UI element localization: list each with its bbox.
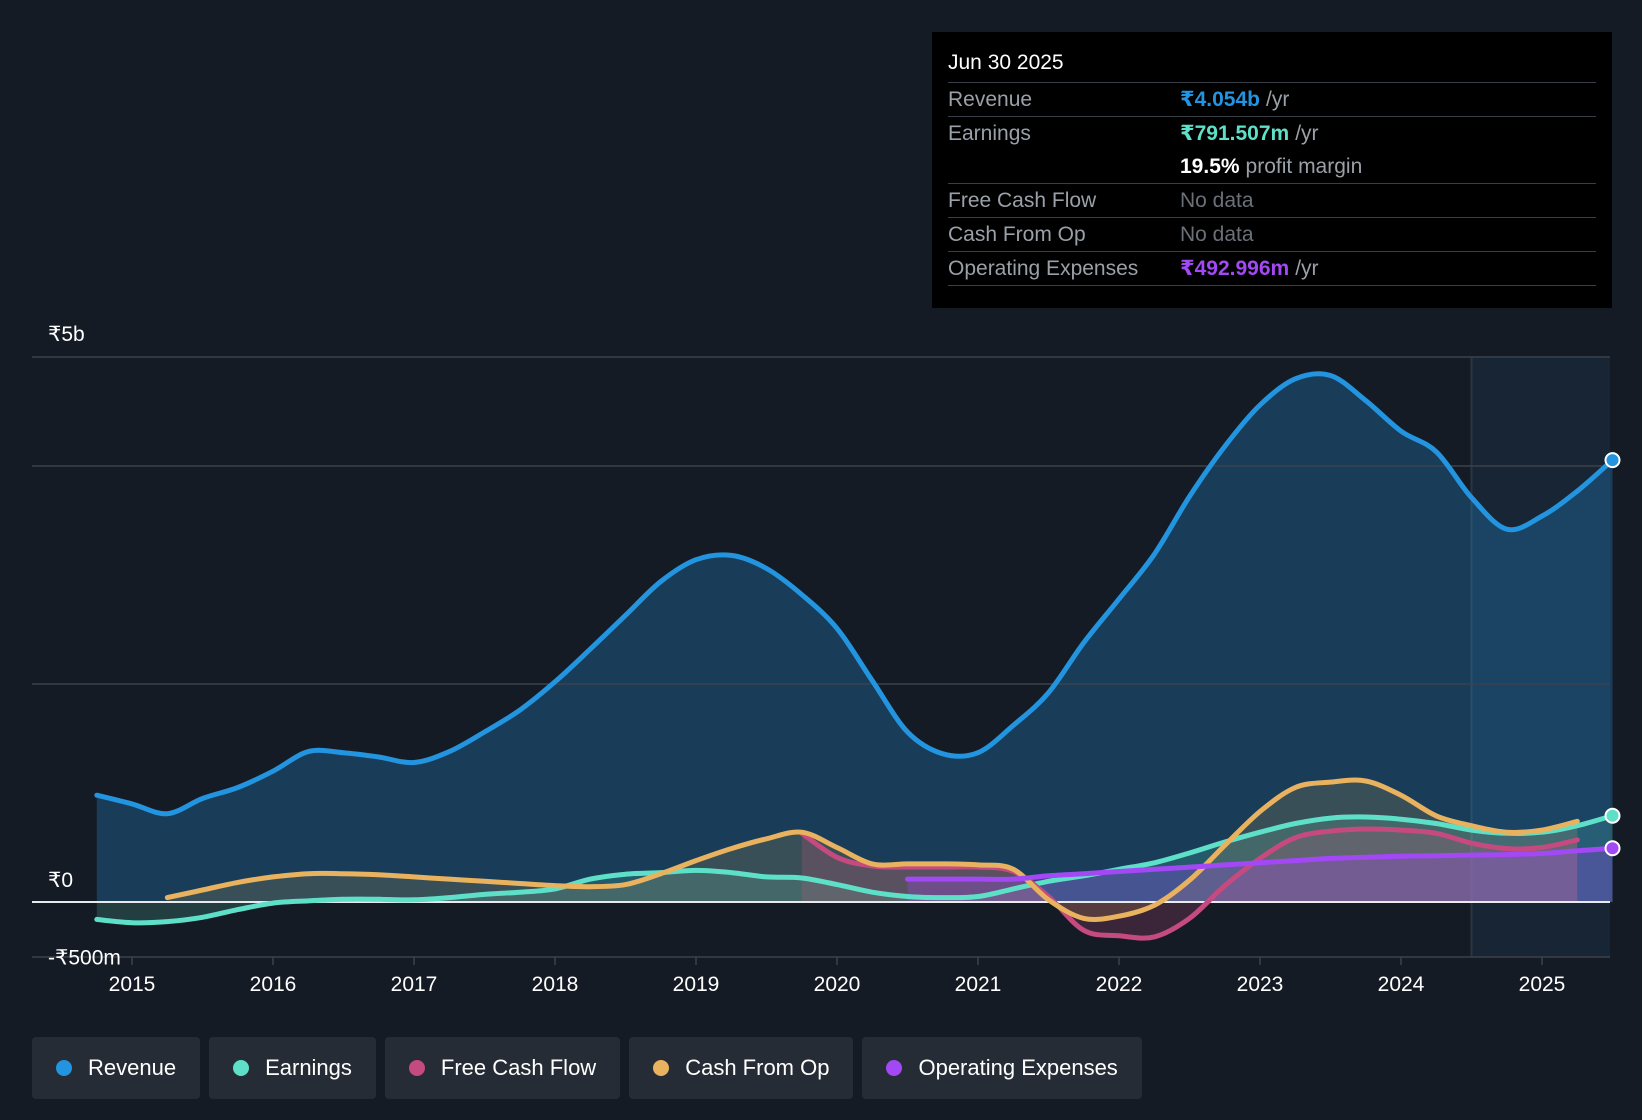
y-axis-label: ₹0: [48, 869, 73, 892]
earnings-line: [94, 813, 1615, 926]
y-axis-label: ₹5b: [48, 323, 85, 346]
legend-dot-icon: [233, 1060, 250, 1076]
legend-label: Free Cash Flow: [440, 1055, 597, 1080]
tooltip-value: ₹791.507m: [1180, 122, 1290, 145]
legend-item-revenue[interactable]: Revenue: [32, 1037, 201, 1099]
tooltip-value: No data: [1180, 189, 1254, 212]
legend-dot-icon: [653, 1060, 670, 1076]
tooltip-row-cash-from-op: Cash From Op No data: [948, 218, 1596, 252]
legend-item-operating-expenses[interactable]: Operating Expenses: [862, 1037, 1142, 1099]
tooltip-label: [948, 150, 1180, 183]
legend: Revenue Earnings Free Cash Flow Cash Fro…: [32, 1037, 1142, 1099]
legend-dot-icon: [886, 1060, 903, 1076]
operating-expenses-area: [907, 848, 1613, 902]
legend-label: Revenue: [88, 1055, 177, 1080]
tooltip-unit: /yr: [1295, 257, 1319, 280]
tooltip-row-free-cash-flow: Free Cash Flow No data: [948, 184, 1596, 218]
revenue-end-marker: [1604, 452, 1621, 469]
tooltip-unit: /yr: [1295, 122, 1319, 145]
y-axis-label: -₹500m: [48, 947, 121, 970]
tooltip-label: Earnings: [948, 122, 1031, 145]
tooltip-row-revenue: Revenue ₹4.054b /yr: [948, 83, 1596, 117]
x-tick-label: 2023: [1237, 973, 1284, 996]
tooltip-row-operating-expenses: Operating Expenses ₹492.996m /yr: [948, 252, 1596, 286]
x-tick-label: 2020: [814, 973, 861, 996]
tooltip-date: Jun 30 2025: [948, 46, 1596, 83]
tooltip-value: ₹492.996m: [1180, 257, 1290, 280]
tooltip-row-earnings: Earnings ₹791.507m /yr: [948, 117, 1596, 150]
earnings-end-marker: [1604, 807, 1621, 824]
tooltip-label: Cash From Op: [948, 223, 1086, 246]
operating-expenses-end-marker: [1604, 840, 1621, 857]
x-tick-label: 2017: [391, 973, 438, 996]
x-tick-label: 2016: [250, 973, 297, 996]
tooltip-row-profit-margin: 19.5% profit margin: [948, 150, 1596, 184]
cash-from-op-line: [164, 777, 1580, 922]
tooltip-label: Operating Expenses: [948, 257, 1139, 280]
x-tick-label: 2019: [673, 973, 720, 996]
tooltip-label: Revenue: [948, 88, 1033, 111]
tooltip: Jun 30 2025 Revenue ₹4.054b /yr Earnings…: [932, 32, 1612, 308]
revenue-line: [94, 371, 1615, 817]
x-tick-label: 2018: [532, 973, 579, 996]
revenue-area: [96, 373, 1613, 902]
x-tick-label: 2021: [955, 973, 1002, 996]
tooltip-value: No data: [1180, 223, 1254, 246]
x-tick-label: 2015: [109, 973, 156, 996]
legend-label: Operating Expenses: [918, 1055, 1118, 1080]
legend-label: Cash From Op: [685, 1055, 830, 1080]
x-tick-label: 2024: [1378, 973, 1425, 996]
legend-item-cash-from-op[interactable]: Cash From Op: [629, 1037, 854, 1099]
x-tick-label: 2025: [1519, 973, 1566, 996]
tooltip-value: ₹4.054b: [1180, 88, 1260, 111]
tooltip-unit: /yr: [1266, 88, 1290, 111]
legend-label: Earnings: [265, 1055, 352, 1080]
tooltip-value: 19.5%: [1180, 155, 1240, 178]
free-cash-flow-line: [799, 826, 1580, 941]
legend-item-free-cash-flow[interactable]: Free Cash Flow: [384, 1037, 621, 1099]
legend-dot-icon: [408, 1060, 425, 1076]
tooltip-unit: profit margin: [1245, 155, 1363, 178]
operating-expenses-line: [905, 845, 1615, 882]
tooltip-label: Free Cash Flow: [948, 189, 1097, 212]
legend-dot-icon: [56, 1060, 72, 1076]
x-tick-label: 2022: [1096, 973, 1143, 996]
legend-item-earnings[interactable]: Earnings: [209, 1037, 376, 1099]
